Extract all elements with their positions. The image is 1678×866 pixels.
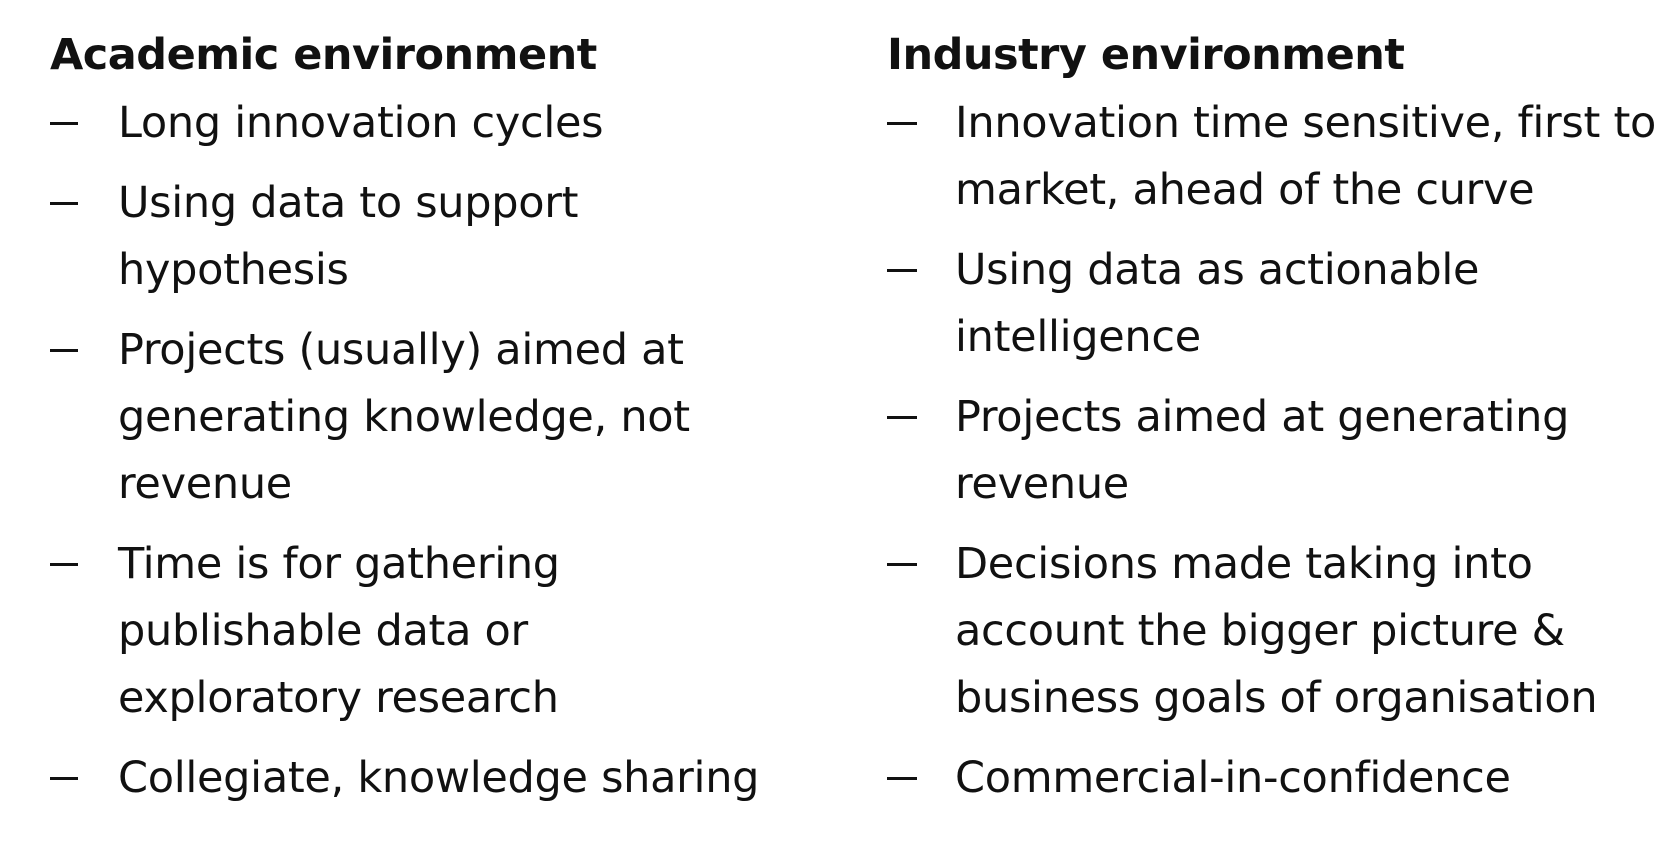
list-item: Using data to support hypothesis	[50, 170, 850, 304]
industry-list: Innovation time sensitive, first to mark…	[887, 90, 1667, 812]
list-item: Collegiate, knowledge sharing	[50, 745, 850, 812]
dash-bullet-icon	[887, 745, 923, 812]
list-item-line: account the bigger picture &	[955, 606, 1565, 656]
list-item-line: generating knowledge, not	[118, 392, 690, 442]
list-item-line: Collegiate, knowledge sharing	[118, 753, 760, 803]
dash-bullet-icon	[50, 531, 86, 598]
list-item-line: revenue	[955, 459, 1129, 509]
list-item: Innovation time sensitive, first to mark…	[887, 90, 1667, 224]
list-item-line: Using data to support	[118, 178, 579, 228]
list-item: Projects (usually) aimed at generating k…	[50, 317, 850, 518]
list-item-line: Innovation time sensitive, first to	[955, 98, 1657, 148]
list-item: Using data as actionable intelligence	[887, 237, 1667, 371]
dash-bullet-icon	[887, 90, 923, 157]
list-item-line: Projects (usually) aimed at	[118, 325, 684, 375]
list-item-line: business goals of organisation	[955, 673, 1598, 723]
dash-bullet-icon	[50, 745, 86, 812]
list-item-line: Projects aimed at generating	[955, 392, 1570, 442]
list-item: Projects aimed at generating revenue	[887, 384, 1667, 518]
dash-bullet-icon	[50, 90, 86, 157]
list-item: Commercial-in-confidence	[887, 745, 1667, 812]
list-item-line: publishable data or	[118, 606, 528, 656]
list-item-line: Long innovation cycles	[118, 98, 604, 148]
dash-bullet-icon	[50, 317, 86, 384]
dash-bullet-icon	[50, 170, 86, 237]
list-item-line: Time is for gathering	[118, 539, 560, 589]
academic-list: Long innovation cycles Using data to sup…	[50, 90, 850, 812]
industry-column: Industry environment Innovation time sen…	[887, 26, 1667, 825]
list-item-line: exploratory research	[118, 673, 559, 723]
list-item-line: intelligence	[955, 312, 1201, 362]
list-item-line: revenue	[118, 459, 292, 509]
industry-heading: Industry environment	[887, 30, 1405, 80]
list-item-line: Using data as actionable	[955, 245, 1480, 295]
list-item: Long innovation cycles	[50, 90, 850, 157]
academic-heading: Academic environment	[50, 30, 597, 80]
list-item-line: Decisions made taking into	[955, 539, 1533, 589]
list-item-line: Commercial-in-confidence	[955, 753, 1511, 803]
list-item: Time is for gathering publishable data o…	[50, 531, 850, 732]
list-item: Decisions made taking into account the b…	[887, 531, 1667, 732]
list-item-line: market, ahead of the curve	[955, 165, 1535, 215]
dash-bullet-icon	[887, 237, 923, 304]
dash-bullet-icon	[887, 531, 923, 598]
dash-bullet-icon	[887, 384, 923, 451]
academic-column: Academic environment Long innovation cyc…	[50, 26, 850, 825]
list-item-line: hypothesis	[118, 245, 349, 295]
